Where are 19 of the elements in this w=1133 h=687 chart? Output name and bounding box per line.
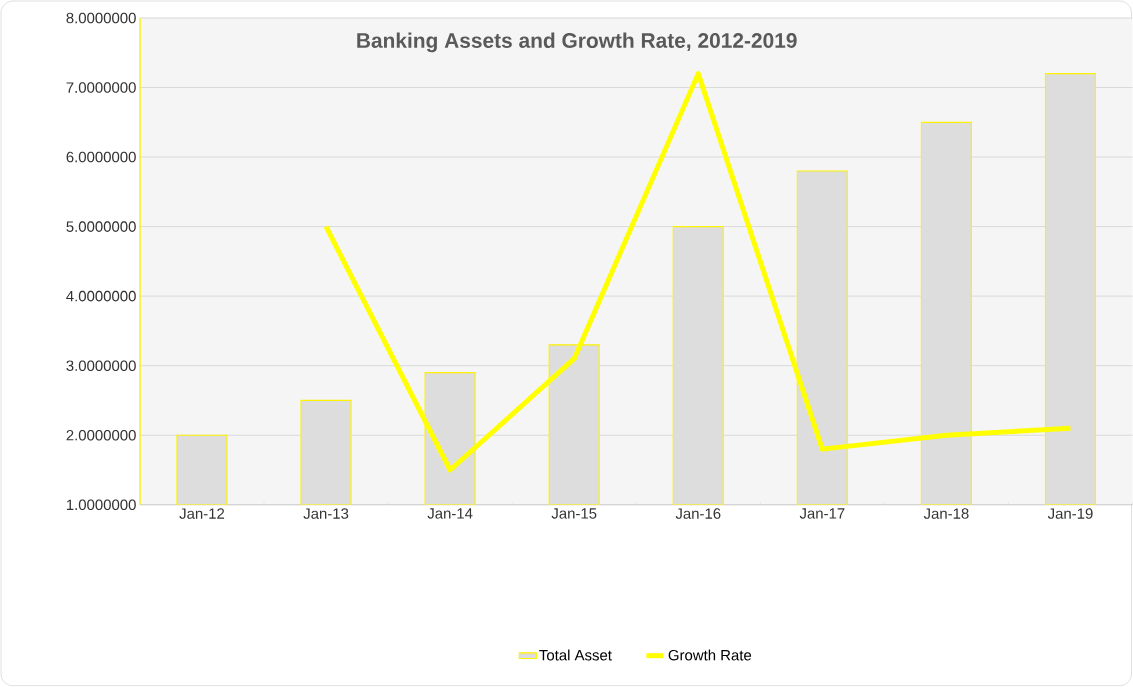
x-tick-label: Jan-15 — [551, 508, 597, 519]
x-tick-label: Jan-16 — [675, 508, 721, 520]
x-tick-label: Jan-14 — [427, 508, 473, 519]
y-tick-label: 3.0000000 — [66, 360, 136, 372]
y-tick-label: 5.0000000 — [66, 221, 136, 233]
x-tick-label: Jan-19 — [1047, 508, 1093, 520]
y-tick-label: 7.0000000 — [66, 82, 136, 93]
x-tick-label: Jan-12 — [179, 508, 225, 520]
x-tick-label: Jan-18 — [923, 508, 969, 520]
y-tick-label: 4.0000000 — [66, 291, 136, 302]
text: Banking Assets and Growth Rate, 2012-2019 — [357, 32, 797, 53]
y-tick-label: 6.0000000 — [66, 151, 136, 163]
y-tick-label: 1.0000000 — [66, 499, 136, 511]
y-tick-label: 8.0000000 — [66, 12, 136, 24]
x-tick-label: Jan-13 — [303, 508, 349, 520]
legend-label: Growth Rate — [668, 649, 752, 661]
y-tick-label: 2.0000000 — [66, 430, 136, 441]
x-tick-label: Jan-17 — [799, 508, 845, 519]
legend-label: Total Asset — [539, 649, 612, 661]
